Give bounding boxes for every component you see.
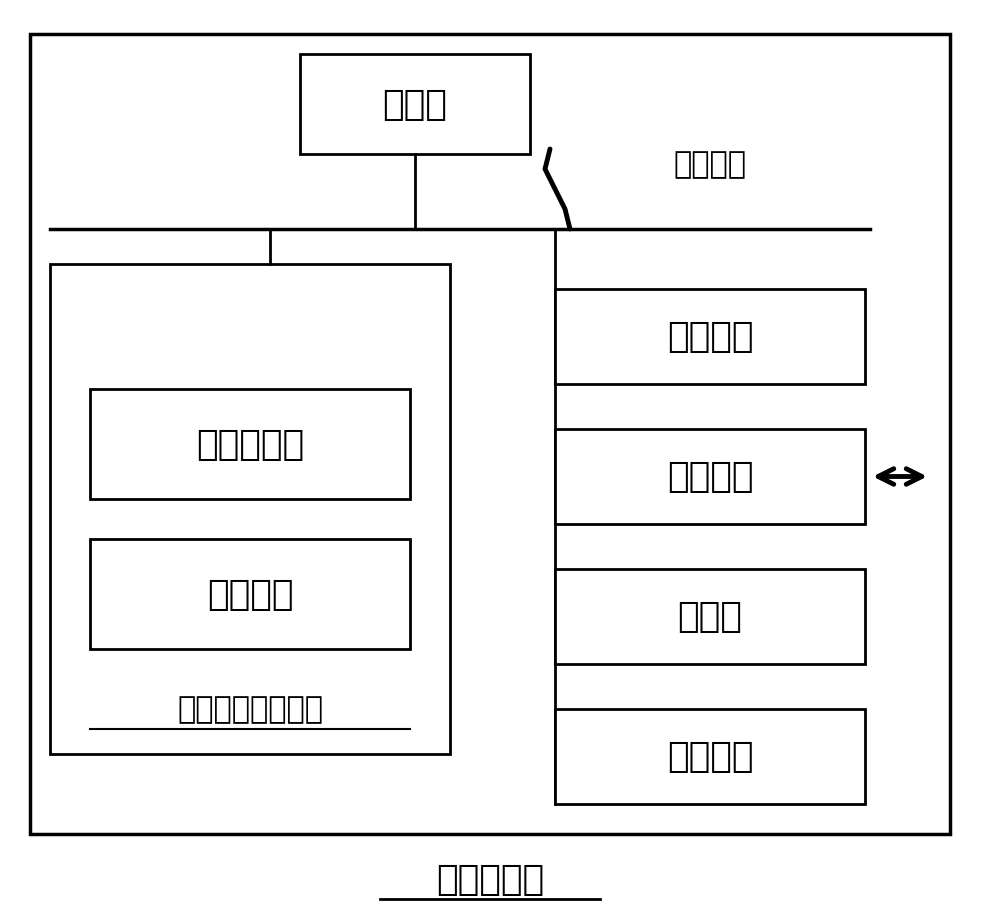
Text: 计算机设备: 计算机设备 <box>436 862 544 896</box>
Text: 处理器: 处理器 <box>383 87 447 122</box>
Bar <box>555 290 865 384</box>
Bar <box>30 35 950 834</box>
Bar <box>300 55 530 155</box>
Text: 网络接口: 网络接口 <box>667 460 753 494</box>
Bar <box>50 265 450 754</box>
Text: 系统总线: 系统总线 <box>674 150 746 179</box>
Text: 操作系统: 操作系统 <box>207 578 293 611</box>
Text: 计算机程序: 计算机程序 <box>196 427 304 462</box>
Text: 非易失性存储介质: 非易失性存储介质 <box>177 695 323 723</box>
Bar <box>90 390 410 499</box>
Bar <box>90 539 410 650</box>
Bar <box>555 429 865 525</box>
Text: 输入装置: 输入装置 <box>667 740 753 773</box>
Bar <box>555 569 865 664</box>
Bar <box>555 710 865 804</box>
Text: 显示屏: 显示屏 <box>678 599 742 634</box>
Text: 内存储器: 内存储器 <box>667 320 753 354</box>
